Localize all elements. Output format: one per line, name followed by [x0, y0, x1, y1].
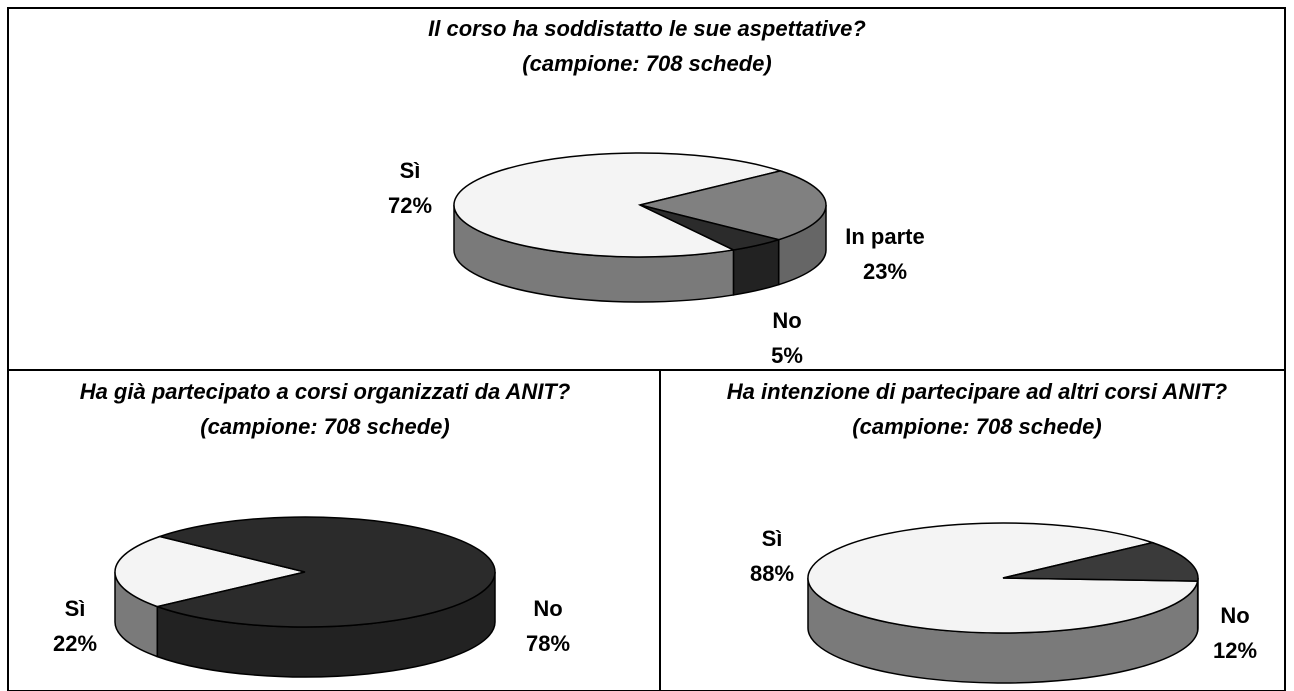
pie-tops — [807, 522, 1199, 634]
pie-sides — [453, 204, 827, 303]
slice-label: No — [772, 308, 801, 333]
slice-value: 5% — [771, 343, 803, 368]
pie-slice — [639, 204, 782, 251]
slice-value: 72% — [388, 193, 432, 218]
slice-value: 12% — [1213, 638, 1257, 663]
pie-slice — [114, 535, 306, 608]
slice-label: No — [533, 596, 562, 621]
chart-title: Ha già partecipato a corsi organizzati d… — [80, 379, 571, 404]
chart-subtitle: (campione: 708 schede) — [200, 414, 449, 439]
slice-label: No — [1220, 603, 1249, 628]
pie-slice — [1002, 541, 1199, 582]
chart-subtitle: (campione: 708 schede) — [852, 414, 1101, 439]
slice-value: 88% — [750, 561, 794, 586]
slice-label: Sì — [400, 158, 421, 183]
pie-slice — [154, 516, 496, 628]
pie-slice — [453, 152, 784, 258]
pie-slice — [807, 522, 1199, 634]
slice-value: 23% — [863, 259, 907, 284]
pie-tops — [453, 152, 827, 258]
slice-label: Sì — [65, 596, 86, 621]
slice-label: Sì — [762, 526, 783, 551]
pie-slice — [639, 170, 827, 241]
slice-value: 78% — [526, 631, 570, 656]
chart-subtitle: (campione: 708 schede) — [522, 51, 771, 76]
slice-value: 22% — [53, 631, 97, 656]
chart-title: Ha intenzione di partecipare ad altri co… — [727, 379, 1227, 404]
chart-title: Il corso ha soddistatto le sue aspettati… — [428, 16, 866, 41]
slice-label: In parte — [845, 224, 924, 249]
pie-tops — [114, 516, 496, 628]
